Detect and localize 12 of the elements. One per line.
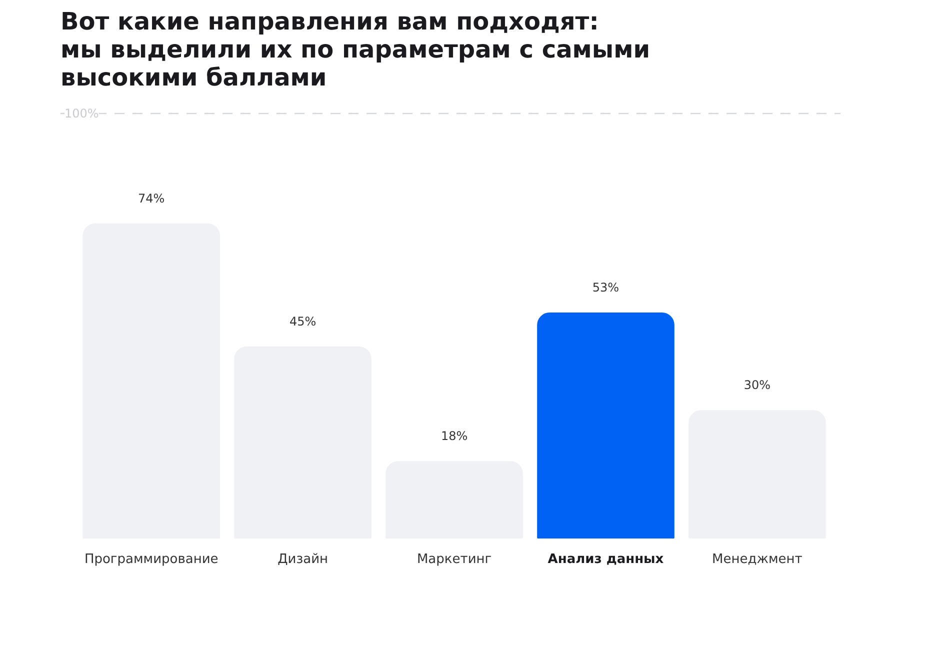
chart-title: Вот какие направления вам подходят: мы выделили их по параметрам с самыми высокими баллами	[60, 8, 650, 92]
data-label: 30%	[744, 378, 771, 392]
x-tick-label: Маркетинг	[416, 552, 492, 567]
x-tick-label: Дизайн	[278, 552, 328, 567]
x-tick-label: Анализ данных	[548, 552, 664, 567]
data-label: 45%	[289, 314, 316, 329]
data-label: 18%	[440, 429, 468, 444]
bar	[537, 312, 674, 539]
data-label: 53%	[592, 280, 620, 295]
x-tick-label: Менеджмент	[712, 552, 803, 567]
data-label: 74%	[138, 191, 165, 206]
x-tick-label: Программирование	[84, 552, 218, 567]
